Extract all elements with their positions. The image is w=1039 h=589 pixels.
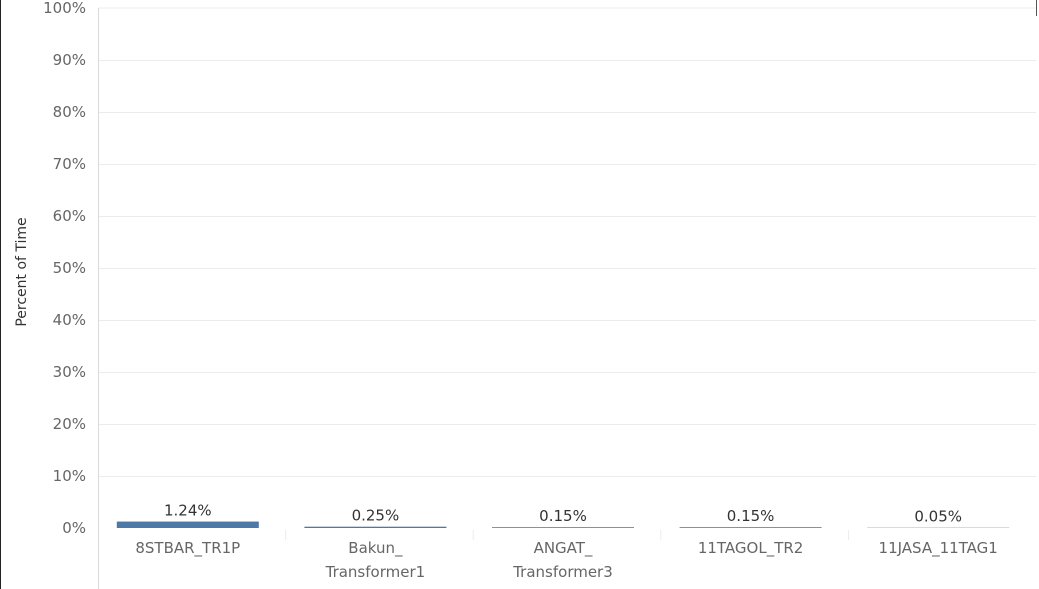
y-tick-label: 0% [62, 519, 86, 537]
bar [304, 526, 447, 528]
bars [116, 521, 1010, 528]
x-tick-label: 8STBAR_TR1P [135, 539, 240, 558]
bar [116, 521, 259, 528]
bar [679, 527, 822, 528]
y-tick-label: 70% [53, 155, 86, 173]
y-axis-ticks: 0% 10% 20% 30% 40% 50% 60% 70% 80% 90% 100% [43, 0, 86, 537]
x-tick-label: ANGAT_ Transformer3 [512, 539, 613, 581]
data-label: 0.15% [539, 507, 587, 525]
y-tick-label: 100% [43, 0, 86, 17]
x-axis-ticks: 8STBAR_TR1P Bakun_ Transformer1 ANGAT_ Trans… [135, 539, 998, 581]
frame-left-border [0, 0, 1, 589]
frame-right-border [1036, 0, 1037, 16]
y-tick-label: 90% [53, 51, 86, 69]
data-label: 0.25% [352, 507, 400, 525]
y-tick-label: 20% [53, 415, 86, 433]
y-tick-label: 50% [53, 259, 86, 277]
data-label: 0.05% [914, 508, 962, 526]
data-labels: 1.24% 0.25% 0.15% 0.15% 0.05% [164, 502, 962, 526]
y-tick-label: 40% [53, 311, 86, 329]
y-tick-label: 10% [53, 467, 86, 485]
gridlines [98, 7, 1036, 589]
y-tick-label: 60% [53, 207, 86, 225]
x-tick-label: Bakun_ Transformer1 [325, 539, 426, 581]
y-axis-title: Percent of Time [14, 217, 30, 326]
bar [492, 527, 634, 528]
y-tick-label: 80% [53, 103, 86, 121]
data-label: 0.15% [727, 507, 775, 525]
x-tick-label: 11TAGOL_TR2 [698, 539, 804, 558]
y-tick-label: 30% [53, 363, 86, 381]
x-tick-label: 11JASA_11TAG1 [879, 539, 998, 558]
data-label: 1.24% [164, 502, 212, 520]
